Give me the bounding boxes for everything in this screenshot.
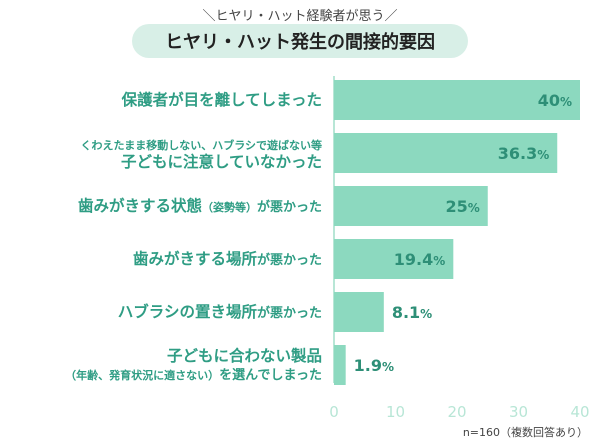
category-label-0-line-0: 保護者が目を離してしまった bbox=[121, 90, 322, 109]
bar-3 bbox=[334, 239, 454, 279]
category-label-4-line-0: ハブラシの置き場所が悪かった bbox=[118, 302, 322, 321]
category-label-5-line-0: 子どもに合わない製品 bbox=[167, 346, 322, 365]
x-tick-label-4: 40 bbox=[570, 403, 589, 421]
category-label-3-line-0: 歯みがきする場所が悪かった bbox=[133, 249, 322, 268]
category-label-5-line-1: （年齢、発育状況に適さない）を選んでしまった bbox=[65, 367, 322, 383]
value-label-4: 8.1% bbox=[392, 303, 432, 322]
value-label-0: 40% bbox=[538, 91, 572, 110]
value-label-5: 1.9% bbox=[354, 356, 394, 375]
category-label-2-line-0: 歯みがきする状態（姿勢等）が悪かった bbox=[78, 196, 322, 215]
value-label-1: 36.3% bbox=[498, 144, 550, 163]
value-label-2: 25% bbox=[445, 197, 479, 216]
x-tick-label-0: 0 bbox=[329, 403, 339, 421]
chart-subtitle: ＼ヒヤリ・ハット経験者が思う／ bbox=[202, 9, 398, 24]
bar-0 bbox=[334, 80, 580, 120]
x-tick-label-3: 30 bbox=[509, 403, 528, 421]
chart-title: ヒヤリ・ハット発生の間接的要因 bbox=[132, 24, 468, 58]
x-tick-label-1: 10 bbox=[386, 403, 405, 421]
category-label-1-line-0: くわえたまま移動しない、ハブラシで遊ばない等 bbox=[81, 138, 322, 152]
footnote: n=160（複数回答あり） bbox=[462, 426, 588, 439]
category-label-1-line-1: 子どもに注意していなかった bbox=[121, 152, 322, 171]
bar-2 bbox=[334, 186, 488, 226]
bar-4 bbox=[334, 292, 384, 332]
x-tick-label-2: 20 bbox=[447, 403, 466, 421]
bar-1 bbox=[334, 133, 558, 173]
bar-5 bbox=[334, 345, 346, 385]
value-label-3: 19.4% bbox=[394, 250, 446, 269]
